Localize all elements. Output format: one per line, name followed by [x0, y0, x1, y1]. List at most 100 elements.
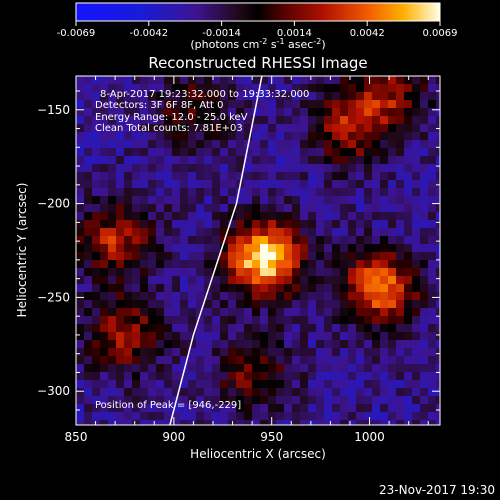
heatmap-cell: [220, 204, 228, 212]
heatmap-cell: [108, 140, 116, 148]
heatmap-cell: [252, 308, 260, 316]
colorbar-tick-label: -0.0069: [57, 28, 96, 39]
heatmap-cell: [100, 212, 108, 220]
heatmap-cell: [228, 140, 236, 148]
heatmap-cell: [244, 420, 252, 425]
heatmap-cell: [316, 228, 324, 236]
heatmap-cell: [388, 404, 396, 412]
heatmap-cell: [268, 356, 276, 364]
heatmap-cell: [308, 356, 316, 364]
heatmap-cell: [76, 92, 84, 100]
heatmap-cell: [308, 140, 316, 148]
heatmap-cell: [116, 196, 124, 204]
heatmap-cell: [260, 348, 268, 356]
heatmap-cell: [236, 244, 244, 252]
heatmap-cell: [380, 412, 388, 420]
heatmap-cell: [276, 260, 284, 268]
heatmap-cell: [92, 348, 100, 356]
heatmap-cell: [356, 180, 364, 188]
heatmap-cell: [436, 268, 440, 276]
heatmap-cell: [76, 228, 84, 236]
heatmap-cell: [436, 92, 440, 100]
heatmap-cell: [428, 244, 436, 252]
heatmap-cell: [108, 388, 116, 396]
heatmap-cell: [276, 116, 284, 124]
heatmap-cell: [100, 140, 108, 148]
heatmap-cell: [412, 132, 420, 140]
heatmap-cell: [100, 404, 108, 412]
heatmap-cell: [420, 404, 428, 412]
heatmap-cell: [268, 228, 276, 236]
heatmap-cell: [364, 404, 372, 412]
heatmap-cell: [316, 276, 324, 284]
heatmap-cell: [124, 420, 132, 425]
heatmap-cell: [252, 284, 260, 292]
heatmap-cell: [148, 372, 156, 380]
heatmap-cell: [220, 164, 228, 172]
heatmap-cell: [140, 100, 148, 108]
heatmap-cell: [284, 412, 292, 420]
heatmap-cell: [372, 340, 380, 348]
heatmap-cell: [324, 380, 332, 388]
heatmap-cell: [276, 420, 284, 425]
heatmap-cell: [380, 76, 388, 84]
heatmap-cell: [196, 412, 204, 420]
heatmap-cell: [140, 292, 148, 300]
heatmap-cell: [260, 340, 268, 348]
heatmap-cell: [412, 172, 420, 180]
heatmap-cell: [436, 228, 440, 236]
heatmap-cell: [164, 364, 172, 372]
heatmap-cell: [212, 388, 220, 396]
heatmap-cell: [420, 132, 428, 140]
heatmap-cell: [76, 292, 84, 300]
heatmap-cell: [356, 292, 364, 300]
heatmap-cell: [300, 324, 308, 332]
heatmap-cell: [180, 404, 188, 412]
heatmap-cell: [188, 164, 196, 172]
heatmap-cell: [316, 332, 324, 340]
heatmap-cell: [420, 148, 428, 156]
heatmap-cell: [348, 340, 356, 348]
heatmap-cell: [116, 100, 124, 108]
heatmap-cell: [204, 148, 212, 156]
heatmap-cell: [236, 388, 244, 396]
heatmap-cell: [188, 348, 196, 356]
heatmap-cell: [148, 140, 156, 148]
heatmap-cell: [260, 300, 268, 308]
heatmap-cell: [124, 196, 132, 204]
heatmap-cell: [356, 316, 364, 324]
heatmap-cell: [196, 268, 204, 276]
heatmap-cell: [324, 332, 332, 340]
heatmap-cell: [340, 420, 348, 425]
heatmap-cell: [324, 308, 332, 316]
heatmap-cell: [428, 156, 436, 164]
heatmap-cell: [388, 140, 396, 148]
heatmap-cell: [380, 388, 388, 396]
heatmap-cell: [364, 180, 372, 188]
heatmap-cell: [196, 116, 204, 124]
heatmap-cell: [116, 92, 124, 100]
heatmap-cell: [332, 308, 340, 316]
heatmap-cell: [356, 76, 364, 84]
heatmap-cell: [340, 92, 348, 100]
heatmap-cell: [172, 148, 180, 156]
heatmap-cell: [268, 116, 276, 124]
heatmap-cell: [92, 116, 100, 124]
heatmap-cell: [196, 244, 204, 252]
heatmap-cell: [108, 116, 116, 124]
heatmap-cell: [380, 236, 388, 244]
heatmap-cell: [252, 204, 260, 212]
heatmap-cell: [228, 420, 236, 425]
heatmap-cell: [132, 204, 140, 212]
heatmap-cell: [116, 268, 124, 276]
heatmap-cell: [324, 204, 332, 212]
heatmap-cell: [140, 108, 148, 116]
heatmap-cell: [404, 124, 412, 132]
heatmap-cell: [236, 308, 244, 316]
colorbar-tick-label: -0.0014: [202, 28, 241, 39]
heatmap-cell: [316, 212, 324, 220]
heatmap-cell: [324, 180, 332, 188]
heatmap-cell: [244, 116, 252, 124]
heatmap-cell: [324, 156, 332, 164]
heatmap-cell: [428, 276, 436, 284]
